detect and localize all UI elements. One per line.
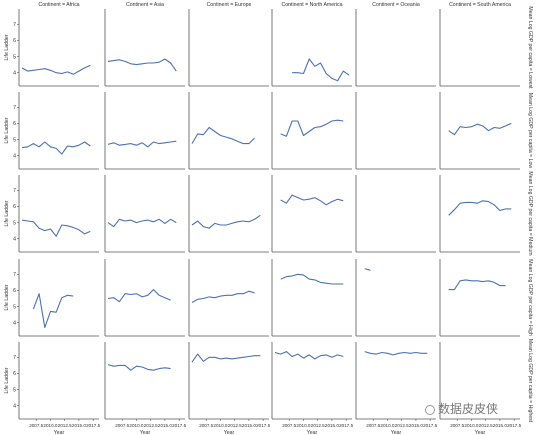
series-line: [280, 119, 344, 137]
series-line: [191, 126, 255, 145]
series-line: [280, 194, 344, 206]
y-axis-label: Life Ladder: [4, 200, 10, 226]
y-tick-label: 4: [13, 404, 16, 410]
x-tick-label: 2007.5: [115, 423, 129, 428]
row-label: Mean Log GDP per capita = Highest: [527, 339, 533, 423]
x-tick-label: 2017.5: [172, 423, 186, 428]
row-label: Mean Log GDP per capita = Low: [527, 93, 533, 169]
series-line: [191, 290, 255, 303]
watermark-text: 数据皮皮侠: [438, 402, 499, 416]
x-tick-label: 2007.5: [199, 423, 213, 428]
x-axis-label: Year: [54, 430, 65, 435]
y-tick-label: 5: [13, 387, 16, 393]
facet-title: Continent = Africa: [38, 2, 79, 8]
x-tick-label: 2015.0: [72, 423, 86, 428]
x-tick-label: 2007.5: [366, 423, 380, 428]
facet-title: Continent = Oceania: [372, 2, 420, 8]
y-axis-label: Life Ladder: [4, 34, 10, 60]
x-tick-label: 2010.0: [213, 423, 227, 428]
y-tick-label: 7: [13, 272, 16, 278]
series-line: [191, 353, 261, 363]
x-axis-label: Year: [224, 430, 235, 435]
y-axis-label: Life Ladder: [4, 367, 10, 393]
facet-title: Continent = North America: [282, 2, 343, 8]
wechat-icon: [425, 404, 435, 415]
series-line: [32, 293, 74, 329]
series-line: [107, 58, 177, 72]
series-line: [21, 219, 91, 237]
series-line: [448, 122, 512, 136]
y-tick-label: 4: [13, 237, 16, 243]
x-axis-label: Year: [391, 430, 402, 435]
x-tick-label: 2010.0: [129, 423, 143, 428]
series-line: [107, 140, 177, 148]
series-line: [448, 200, 512, 216]
x-axis-label: Year: [475, 430, 486, 435]
y-tick-label: 4: [13, 154, 16, 160]
y-tick-label: 6: [13, 204, 16, 210]
row-label: Mean Log GDP per capita = Medium: [527, 171, 533, 255]
series-line: [191, 214, 261, 229]
x-tick-label: 2012.5: [228, 423, 242, 428]
x-tick-label: 2017.5: [256, 423, 270, 428]
series-line: [274, 351, 344, 360]
x-tick-label: 2007.5: [282, 423, 296, 428]
series-line: [107, 364, 171, 371]
y-tick-label: 7: [13, 105, 16, 111]
facet-title: Continent = South America: [449, 2, 511, 8]
x-tick-label: 2012.5: [58, 423, 72, 428]
y-tick-label: 7: [13, 355, 16, 361]
x-tick-label: 2017.5: [86, 423, 100, 428]
x-tick-label: 2012.5: [144, 423, 158, 428]
y-tick-label: 4: [13, 321, 16, 327]
y-tick-label: 5: [13, 220, 16, 226]
y-tick-label: 5: [13, 54, 16, 60]
y-tick-label: 6: [13, 371, 16, 377]
y-tick-label: 4: [13, 71, 16, 77]
x-tick-label: 2015.0: [158, 423, 172, 428]
x-tick-label: 2007.5: [450, 423, 464, 428]
x-axis-label: Year: [307, 430, 318, 435]
y-tick-label: 6: [13, 121, 16, 127]
y-tick-label: 7: [13, 188, 16, 194]
x-tick-label: 2010.0: [380, 423, 394, 428]
x-tick-label: 2015.0: [325, 423, 339, 428]
x-axis-label: Year: [140, 430, 151, 435]
y-tick-label: 5: [13, 137, 16, 143]
facet-title: Continent = Europe: [207, 2, 252, 8]
y-tick-label: 6: [13, 38, 16, 44]
y-axis-label: Life Ladder: [4, 284, 10, 310]
x-tick-label: 2010.0: [43, 423, 57, 428]
row-label: Mean Log GDP per capita = High: [527, 259, 533, 336]
x-tick-label: 2007.5: [29, 423, 43, 428]
y-tick-label: 5: [13, 304, 16, 310]
x-tick-label: 2017.5: [507, 423, 521, 428]
series-line: [364, 268, 371, 271]
row-label: Mean Log GDP per capita = Lowest: [527, 6, 533, 89]
series-line: [107, 218, 177, 228]
x-tick-label: 2012.5: [311, 423, 325, 428]
x-tick-label: 2015.0: [242, 423, 256, 428]
facet-title: Continent = Asia: [126, 2, 164, 8]
x-tick-label: 2012.5: [395, 423, 409, 428]
x-tick-label: 2017.5: [339, 423, 353, 428]
x-tick-label: 2012.5: [479, 423, 493, 428]
series-line: [364, 351, 428, 356]
x-tick-label: 2015.0: [493, 423, 507, 428]
x-tick-label: 2015.0: [409, 423, 423, 428]
y-axis-label: Life Ladder: [4, 117, 10, 143]
series-line: [21, 141, 91, 155]
y-tick-label: 6: [13, 288, 16, 294]
watermark: 数据皮皮侠: [425, 400, 525, 420]
x-tick-label: 2010.0: [464, 423, 478, 428]
series-line: [292, 58, 350, 82]
x-tick-label: 2017.5: [423, 423, 437, 428]
series-line: [107, 289, 171, 303]
series-line: [280, 273, 344, 285]
x-tick-label: 2010.0: [296, 423, 310, 428]
y-tick-label: 7: [13, 22, 16, 28]
series-line: [21, 64, 91, 75]
series-line: [448, 279, 506, 291]
